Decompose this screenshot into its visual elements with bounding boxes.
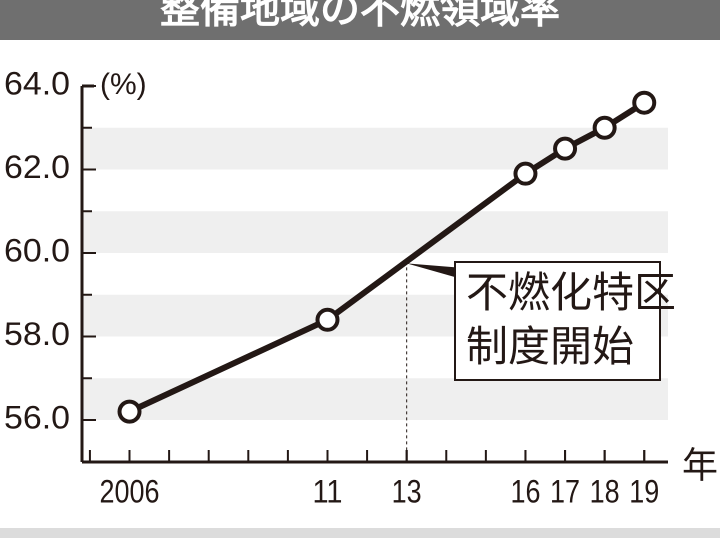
annotation-box (454, 261, 661, 381)
band (82, 127, 668, 170)
y-tick-label: 60.0 (4, 232, 70, 268)
data-point (632, 90, 657, 115)
x-axis-label: 年 (682, 445, 718, 486)
band (82, 378, 668, 420)
x-tick-label: 11 (312, 473, 342, 509)
x-tick-label: 17 (550, 473, 580, 509)
data-point (592, 115, 617, 140)
footer-bar (0, 528, 720, 538)
y-tick-label: 58.0 (4, 316, 70, 352)
y-tick-label: 56.0 (4, 399, 70, 435)
bands (82, 127, 668, 420)
x-tick-label: 18 (590, 473, 620, 509)
x-tick-label: 16 (510, 473, 540, 509)
data-point (513, 161, 538, 186)
annotation-text: 制度開始 (466, 323, 634, 370)
y-tick-label: 64.0 (4, 65, 70, 101)
x-tick-label: 13 (392, 473, 422, 509)
y-tick-label: 62.0 (4, 149, 70, 185)
x-tick-label: 19 (629, 473, 659, 509)
annotation-text: 不燃化特区 (466, 269, 676, 316)
data-point (117, 399, 142, 424)
title-bar (0, 0, 720, 40)
data-point (553, 136, 578, 161)
y-axis-label: (%) (100, 68, 147, 101)
x-tick-label: 2006 (100, 473, 160, 509)
chart-title: 整備地域の不燃領域率 (160, 0, 560, 32)
data-point (315, 307, 340, 332)
annotation-pointer (406, 263, 456, 278)
band (82, 211, 668, 253)
